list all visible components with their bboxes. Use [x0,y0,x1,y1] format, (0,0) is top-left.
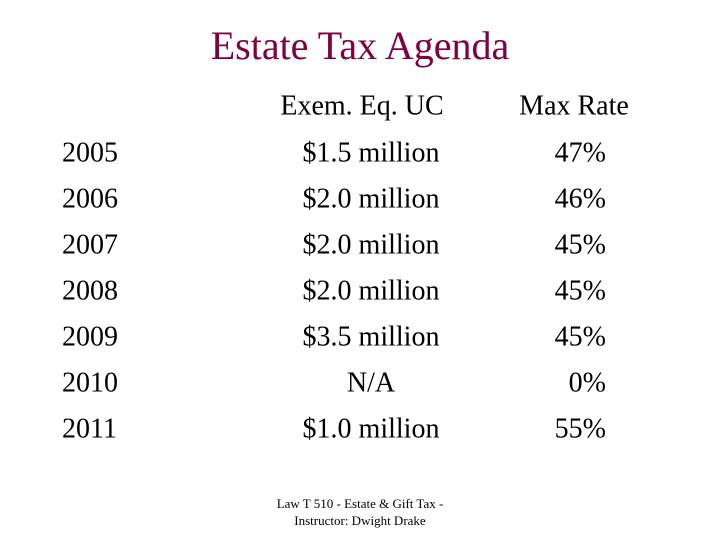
rate-cell: 45% [555,229,606,260]
rate-cell: 0% [569,367,606,398]
exemption-cell: $2.0 million [303,183,440,214]
footer-line: Law T 510 - Estate & Gift Tax - [277,496,444,511]
exemption-cell: $1.5 million [303,137,440,168]
rate-cell: 46% [555,183,606,214]
exemption-cell: $2.0 million [303,275,440,306]
year-cell: 2006 [62,183,118,214]
exemption-cell: $2.0 million [303,229,440,260]
exemption-cell: $3.5 million [303,321,440,352]
year-cell: 2005 [62,137,118,168]
year-cell: 2009 [62,321,118,352]
exemption-cell: N/A [347,367,396,398]
slide-title: Estate Tax Agenda [211,23,510,68]
rate-cell: 55% [555,413,606,444]
year-cell: 2008 [62,275,118,306]
year-cell: 2010 [62,367,118,398]
year-cell: 2011 [62,413,117,444]
column-header: Max Rate [519,90,629,121]
rate-cell: 45% [555,275,606,306]
year-cell: 2007 [62,229,118,260]
rate-cell: 45% [555,321,606,352]
footer-line: Instructor: Dwight Drake [294,513,426,528]
column-header: Exem. Eq. UC [280,90,443,121]
rate-cell: 47% [555,137,606,168]
exemption-cell: $1.0 million [303,413,440,444]
